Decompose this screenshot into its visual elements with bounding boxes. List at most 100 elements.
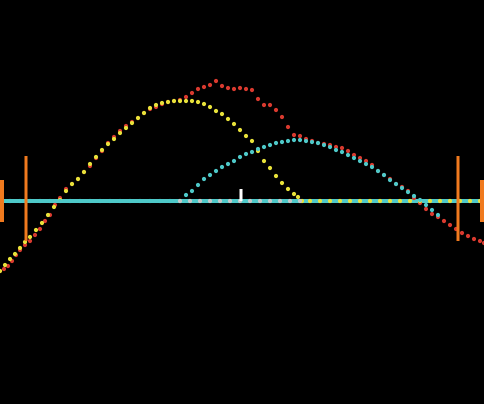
series-3-point-1 [187,198,193,204]
series-2-point-43 [327,144,333,150]
series-1-point-39 [225,116,231,122]
series-3-point-5 [227,198,233,204]
series-0-point-50 [279,114,285,120]
series-2-point-14 [137,198,143,204]
series-1-point-50 [291,191,297,197]
series-2-point-28 [237,154,243,160]
series-0-point-83 [477,238,483,244]
series-0-point-39 [213,78,219,84]
series-2-point-42 [321,142,327,148]
series-1-point-27 [153,102,159,108]
series-2-point-38 [297,137,303,143]
series-0-point-40 [219,83,225,89]
series-2-point-41 [315,140,321,146]
series-1-point-57 [347,198,353,204]
series-1-point-36 [207,104,213,110]
series-2-point-54 [393,181,399,187]
series-2-point-26 [225,161,231,167]
series-1-point-24 [135,115,141,121]
series-1-point-65 [427,198,433,204]
series-2-point-61 [435,212,441,218]
series-0-point-74 [423,206,429,212]
series-2-point-30 [249,149,255,155]
series-2-point-47 [351,155,357,161]
series-2-point-48 [357,158,363,164]
series-0-point-34 [183,94,189,100]
series-1-point-53 [307,198,313,204]
series-2-point-53 [387,177,393,183]
series-3-point-7 [247,198,253,204]
series-1-point-60 [377,198,383,204]
series-2-point-33 [267,142,273,148]
series-3-point-10 [277,198,283,204]
series-0-point-1 [1,266,7,272]
series-1-point-48 [279,180,285,186]
series-1-point-55 [327,198,333,204]
series-0-point-59 [333,144,339,150]
series-2-point-21 [195,182,201,188]
series-1-point-56 [337,198,343,204]
series-2-point-46 [345,152,351,158]
series-0-point-78 [447,222,453,228]
series-0-point-81 [465,233,471,239]
series-1-point-16 [87,161,93,167]
series-1-point-41 [237,127,243,133]
series-2-point-23 [207,172,213,178]
series-2-point-3 [27,198,33,204]
series-2-point-6 [57,198,63,204]
series-1-point-49 [285,186,291,192]
series-3-point-9 [267,198,273,204]
series-2-point-20 [189,188,195,194]
series-0-point-61 [345,148,351,154]
series-0-point-45 [249,87,255,93]
series-2-point-9 [87,198,93,204]
series-1-point-0 [0,268,3,274]
series-1-point-43 [249,138,255,144]
series-1-point-26 [147,105,153,111]
series-0-point-36 [195,86,201,92]
series-2-point-22 [201,176,207,182]
series-2-point-37 [291,137,297,143]
series-2-point-15 [147,198,153,204]
series-2-point-16 [157,198,163,204]
series-1-point-20 [111,136,117,142]
series-1-point-66 [437,198,443,204]
series-1-point-67 [447,198,453,204]
series-2-point-4 [37,198,43,204]
series-0-point-42 [231,86,237,92]
series-1-point-19 [105,141,111,147]
series-1-point-25 [141,110,147,116]
series-2-point-56 [405,189,411,195]
series-1-point-46 [267,165,273,171]
series-1-point-21 [117,130,123,136]
series-2-point-35 [279,139,285,145]
series-2-point-25 [219,164,225,170]
series-3-point-2 [197,198,203,204]
series-0-point-7 [27,238,33,244]
series-2-point-57 [411,193,417,199]
series-1-point-9 [45,212,51,218]
series-0-point-6 [22,242,28,248]
series-0-point-48 [267,102,273,108]
series-2-point-8 [77,198,83,204]
series-0-point-38 [207,82,213,88]
series-0-point-75 [429,211,435,217]
series-0-point-44 [243,86,249,92]
series-1-point-6 [27,234,33,240]
series-1-point-34 [195,99,201,105]
series-3-point-3 [207,198,213,204]
series-2-point-1 [7,198,13,204]
series-1-point-15 [81,169,87,175]
series-1-point-2 [7,256,13,262]
series-2-point-13 [127,198,133,204]
series-1-point-32 [183,98,189,104]
series-2-point-7 [67,198,73,204]
series-1-point-10 [51,204,57,210]
series-1-point-33 [189,98,195,104]
series-2-point-27 [231,158,237,164]
series-1-point-51 [295,194,301,200]
series-0-point-49 [273,107,279,113]
series-1-point-14 [75,176,81,182]
